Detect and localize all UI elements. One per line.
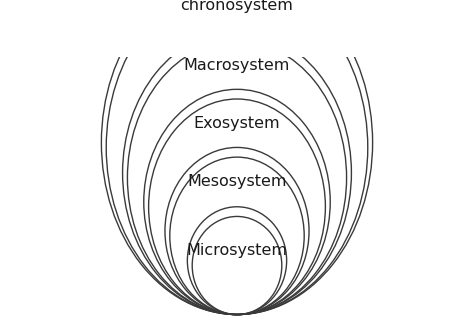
Text: Mesosystem: Mesosystem xyxy=(187,175,287,189)
Text: Exosystem: Exosystem xyxy=(194,116,280,131)
Text: Microsystem: Microsystem xyxy=(186,243,288,258)
Text: chronosystem: chronosystem xyxy=(181,0,293,13)
Text: Macrosystem: Macrosystem xyxy=(184,58,290,72)
